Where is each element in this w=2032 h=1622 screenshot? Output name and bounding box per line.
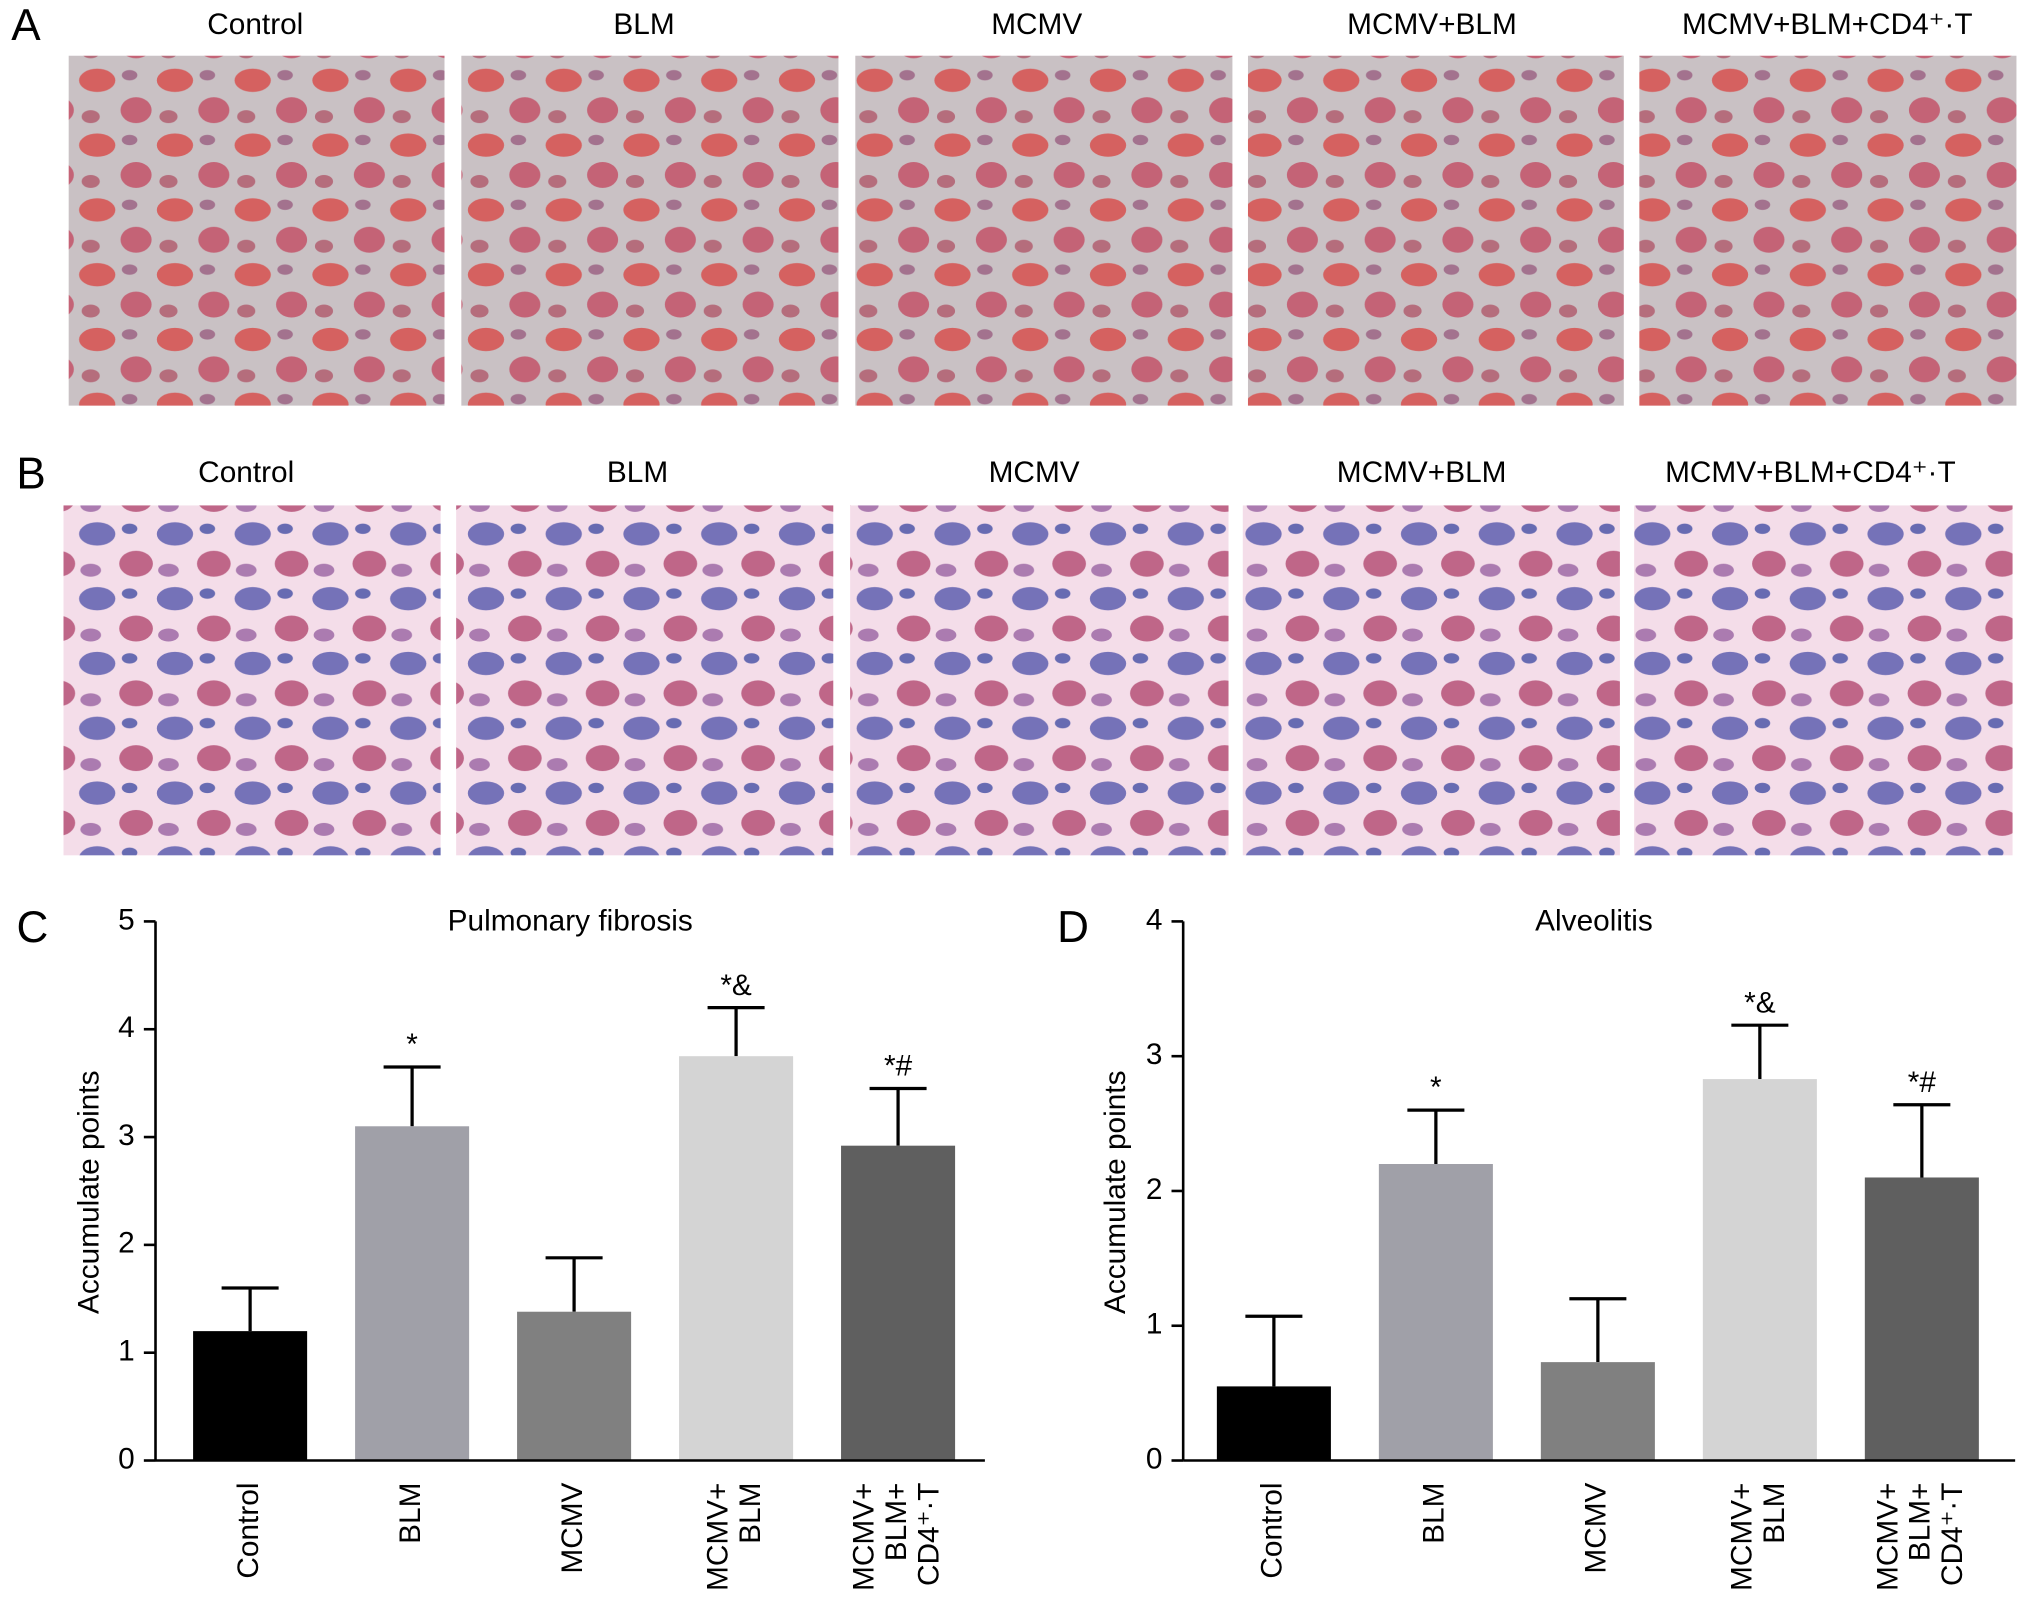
- y-tick-label: 0: [118, 1442, 135, 1475]
- micrograph: [1639, 55, 2017, 406]
- panel-title: MCMV+BLM: [1337, 456, 1507, 489]
- micrograph: [1247, 55, 1624, 406]
- panel-title: MCMV+BLM+CD4⁺·T: [1682, 8, 1973, 41]
- significance: *: [1430, 1071, 1442, 1104]
- panel-title: Control: [198, 456, 294, 489]
- x-tick-label: MCMV+: [1726, 1483, 1759, 1591]
- bar: [1378, 1164, 1493, 1461]
- chart-title: Pulmonary fibrosis: [448, 905, 693, 938]
- panel-label: A: [11, 1, 41, 50]
- x-tick-label: Control: [1256, 1483, 1289, 1579]
- y-axis-label: Accumulate points: [1099, 1071, 1132, 1314]
- bar: [1702, 1079, 1817, 1461]
- panel-title: MCMV+BLM+CD4⁺·T: [1665, 456, 1956, 489]
- micrograph: [461, 55, 839, 406]
- x-tick-label: MCMV+: [1871, 1483, 1904, 1591]
- bar: [1864, 1177, 1979, 1461]
- significance: *&: [1744, 986, 1776, 1019]
- x-tick-label: BLM+: [1904, 1483, 1937, 1562]
- panel-title: MCMV: [989, 456, 1080, 489]
- bar: [841, 1145, 956, 1461]
- y-tick-label: 4: [1146, 903, 1163, 936]
- y-tick-label: 0: [1146, 1442, 1163, 1475]
- x-tick-label: MCMV: [556, 1482, 589, 1573]
- panel-title: BLM: [607, 456, 668, 489]
- micrograph: [1634, 505, 2013, 856]
- x-tick-label: CD4⁺·T: [1936, 1483, 1969, 1586]
- panel-label: C: [16, 903, 48, 952]
- significance: *#: [884, 1050, 913, 1083]
- x-tick-label: Control: [232, 1483, 265, 1579]
- panel-title: Control: [207, 8, 303, 41]
- x-tick-label: MCMV+: [702, 1483, 735, 1591]
- micrograph: [1242, 505, 1620, 856]
- bar: [193, 1331, 308, 1461]
- y-tick-label: 2: [118, 1227, 135, 1260]
- bar: [1540, 1362, 1655, 1461]
- y-tick-label: 3: [1146, 1038, 1163, 1071]
- y-tick-label: 3: [118, 1119, 135, 1152]
- y-tick-label: 2: [1146, 1173, 1163, 1206]
- y-tick-label: 4: [118, 1011, 135, 1044]
- x-tick-label: BLM: [394, 1483, 427, 1544]
- panel-label: D: [1057, 903, 1089, 952]
- chart-title: Alveolitis: [1535, 905, 1653, 938]
- y-tick-label: 1: [1146, 1308, 1163, 1341]
- micrograph: [850, 505, 1229, 856]
- significance: *&: [720, 969, 752, 1002]
- bar: [517, 1311, 632, 1461]
- y-tick-label: 1: [118, 1335, 135, 1368]
- panel-label: B: [16, 450, 45, 499]
- x-tick-label: BLM+: [880, 1483, 913, 1562]
- x-tick-label: BLM: [1758, 1483, 1791, 1544]
- x-tick-label: BLM: [1418, 1483, 1451, 1544]
- x-tick-label: MCMV+: [848, 1483, 881, 1591]
- bar: [679, 1056, 794, 1461]
- panel-title: MCMV+BLM: [1347, 8, 1517, 41]
- panel-title: BLM: [613, 8, 674, 41]
- micrograph: [456, 505, 834, 856]
- y-tick-label: 5: [118, 903, 135, 936]
- bar: [355, 1126, 470, 1461]
- significance: *#: [1908, 1066, 1937, 1099]
- micrograph: [855, 55, 1233, 406]
- y-axis-label: Accumulate points: [73, 1071, 106, 1314]
- micrograph: [68, 55, 445, 406]
- significance: *: [406, 1028, 418, 1061]
- micrograph: [63, 505, 441, 856]
- x-tick-label: BLM: [734, 1483, 767, 1544]
- x-tick-label: MCMV: [1580, 1482, 1613, 1573]
- he-images: [68, 55, 2017, 406]
- x-tick-label: CD4⁺·T: [912, 1483, 945, 1586]
- bar: [1216, 1386, 1331, 1461]
- trichrome-images: [63, 505, 2013, 856]
- panel-title: MCMV: [991, 8, 1082, 41]
